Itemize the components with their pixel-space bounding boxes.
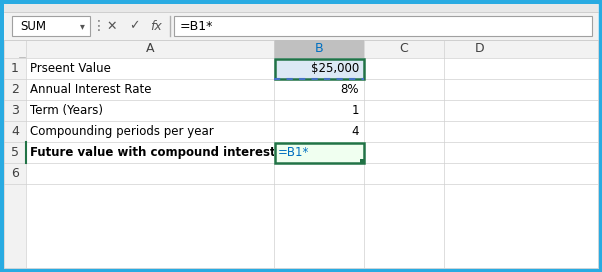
Text: 4: 4	[352, 125, 359, 138]
Bar	[4, 12, 598, 40]
Text: 6: 6	[11, 167, 19, 180]
Text: Term (Years): Term (Years)	[30, 104, 103, 117]
Text: D: D	[475, 42, 485, 55]
Text: A: A	[146, 42, 154, 55]
Bar	[4, 40, 26, 268]
Text: 1: 1	[11, 62, 19, 75]
Text: ▾: ▾	[79, 21, 84, 31]
Text: Annual Interest Rate: Annual Interest Rate	[30, 83, 152, 96]
Bar	[4, 4, 598, 12]
Bar	[275, 143, 364, 162]
Text: =B1*: =B1*	[180, 20, 213, 32]
Text: =B1*: =B1*	[278, 146, 309, 159]
Text: B: B	[315, 42, 323, 55]
Text: ⋮: ⋮	[92, 19, 106, 33]
Bar	[4, 40, 598, 268]
Text: ✓: ✓	[129, 20, 139, 32]
Bar	[174, 16, 592, 36]
Text: 1: 1	[352, 104, 359, 117]
Bar	[274, 142, 364, 163]
Text: Compounding periods per year: Compounding periods per year	[30, 125, 214, 138]
Bar	[359, 159, 364, 162]
Bar	[274, 40, 364, 58]
Bar	[12, 16, 90, 36]
Text: 8%: 8%	[341, 83, 359, 96]
Text: 4: 4	[11, 125, 19, 138]
Text: C: C	[400, 42, 408, 55]
Text: Future value with compound interest: Future value with compound interest	[30, 146, 276, 159]
Text: ✕: ✕	[107, 20, 117, 32]
Text: $25,000: $25,000	[311, 62, 359, 75]
Text: Prseent Value: Prseent Value	[30, 62, 111, 75]
Text: SUM: SUM	[20, 20, 46, 32]
Text: 5: 5	[11, 146, 19, 159]
Text: $25,000: $25,000	[311, 62, 359, 75]
Text: fx: fx	[150, 20, 162, 32]
Text: 2: 2	[11, 83, 19, 96]
Bar	[4, 40, 598, 58]
Bar	[274, 58, 364, 79]
Text: 3: 3	[11, 104, 19, 117]
Bar	[275, 58, 364, 79]
